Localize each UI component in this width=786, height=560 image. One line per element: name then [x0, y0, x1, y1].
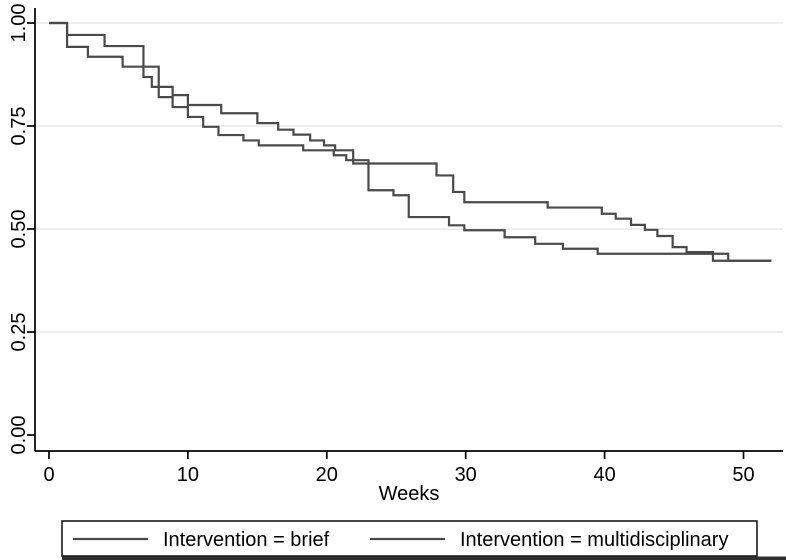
gridlines	[35, 22, 783, 333]
survival-curves	[49, 21, 772, 262]
x-axis-title: Weeks	[379, 483, 440, 505]
legend-label: Intervention = brief	[163, 529, 330, 551]
y-tick-label: 0.25	[8, 313, 30, 352]
x-tick-label: 40	[593, 464, 615, 486]
x-tick-label: 50	[732, 464, 754, 486]
bottom-edge-strip	[62, 556, 786, 560]
y-tick-label: 1.00	[8, 4, 30, 43]
y-tick-label: 0.00	[8, 416, 30, 455]
y-tick-label: 0.75	[8, 107, 30, 146]
survival-curve-brief	[49, 21, 772, 262]
y-tick-label: 0.50	[8, 210, 30, 249]
x-tick-label: 30	[455, 464, 477, 486]
survival-curve-multidisciplinary	[49, 21, 772, 262]
x-tick-label: 10	[177, 464, 199, 486]
legend-label: Intervention = multidisciplinary	[460, 529, 728, 551]
x-tick-label: 20	[316, 464, 338, 486]
legend: Intervention = brief Intervention = multi…	[61, 520, 758, 557]
axes: 0.00 0.25 0.50 0.75 1.00 0 10 20 30 40 50	[8, 4, 783, 486]
x-tick-label: 0	[43, 464, 54, 486]
